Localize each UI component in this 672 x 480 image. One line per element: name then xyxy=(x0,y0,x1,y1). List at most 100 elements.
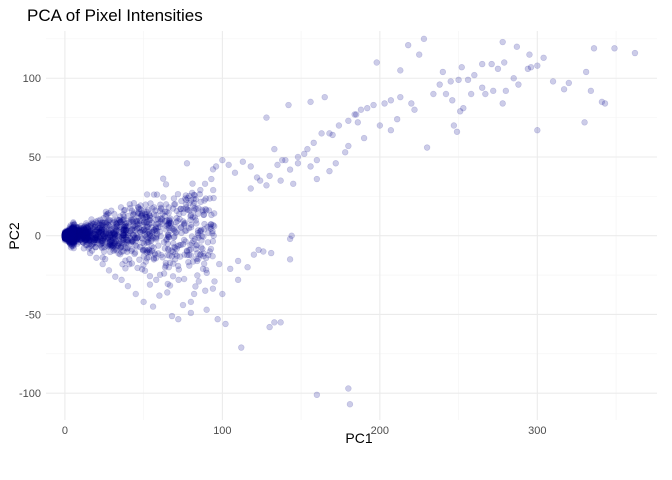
data-point xyxy=(61,231,69,239)
data-point xyxy=(87,221,94,228)
data-point xyxy=(61,232,69,240)
data-point xyxy=(166,282,174,289)
data-point xyxy=(91,236,98,244)
data-point xyxy=(117,243,125,250)
data-point xyxy=(439,68,447,76)
data-point xyxy=(204,223,211,231)
data-point xyxy=(67,230,75,237)
data-point xyxy=(176,210,183,218)
data-point xyxy=(67,231,75,239)
data-point xyxy=(107,242,115,250)
data-point xyxy=(62,230,69,238)
data-point xyxy=(62,228,69,235)
data-point xyxy=(102,212,110,220)
data-point xyxy=(286,256,294,263)
data-point xyxy=(81,232,88,240)
data-point xyxy=(61,231,69,238)
data-point xyxy=(84,227,92,234)
data-point xyxy=(76,227,83,235)
data-point xyxy=(96,221,103,228)
data-point xyxy=(61,234,69,242)
data-point xyxy=(180,220,188,227)
data-point xyxy=(75,232,82,239)
data-point xyxy=(140,240,148,247)
data-point xyxy=(61,232,69,239)
data-point xyxy=(387,127,395,134)
data-point xyxy=(75,230,82,238)
data-point xyxy=(196,228,204,235)
data-point xyxy=(74,232,82,239)
data-point xyxy=(87,231,94,239)
data-point xyxy=(160,194,167,201)
data-point xyxy=(156,223,163,230)
data-point xyxy=(62,231,69,239)
data-point xyxy=(70,230,77,238)
data-point xyxy=(184,251,191,259)
data-point xyxy=(210,194,217,202)
data-point xyxy=(142,246,149,253)
data-point xyxy=(499,100,506,107)
data-point xyxy=(91,234,98,242)
data-point xyxy=(64,231,71,239)
data-point xyxy=(263,114,270,121)
data-point xyxy=(160,239,168,246)
data-point xyxy=(68,232,75,239)
data-point xyxy=(180,275,188,283)
data-point xyxy=(122,257,129,264)
data-point xyxy=(250,251,258,258)
data-point xyxy=(151,204,158,211)
data-point xyxy=(64,230,72,238)
data-point xyxy=(73,229,80,236)
data-point xyxy=(65,231,72,238)
data-point xyxy=(106,217,114,224)
data-point xyxy=(62,232,69,240)
data-point xyxy=(277,177,284,184)
data-point xyxy=(244,264,251,271)
data-point xyxy=(62,233,69,240)
x-tick-label: 100 xyxy=(213,425,231,437)
data-point xyxy=(75,232,82,240)
data-point xyxy=(103,223,111,230)
data-point xyxy=(397,67,404,74)
data-point xyxy=(99,260,106,268)
data-point xyxy=(66,227,74,234)
data-point xyxy=(66,232,73,239)
data-point xyxy=(74,231,82,238)
data-point xyxy=(164,280,171,288)
data-point xyxy=(67,232,75,239)
data-point xyxy=(94,217,102,224)
data-point xyxy=(69,233,76,240)
data-point xyxy=(132,290,139,298)
data-point xyxy=(187,224,195,231)
data-point xyxy=(631,49,639,57)
data-point xyxy=(111,235,118,242)
data-point xyxy=(134,225,141,232)
data-point xyxy=(381,100,388,107)
data-point xyxy=(117,218,124,225)
data-point xyxy=(146,247,153,254)
data-point xyxy=(61,233,69,240)
data-point xyxy=(135,204,142,211)
data-point xyxy=(153,227,161,235)
data-point xyxy=(83,230,90,238)
data-point xyxy=(95,228,103,236)
data-point xyxy=(120,248,127,255)
data-point xyxy=(135,209,142,216)
data-point xyxy=(61,234,69,241)
data-point xyxy=(455,76,462,84)
data-point xyxy=(126,261,133,268)
data-point xyxy=(62,233,69,241)
data-point xyxy=(345,385,352,392)
data-point xyxy=(61,232,69,239)
data-point xyxy=(187,298,195,306)
data-point xyxy=(92,244,99,251)
data-point xyxy=(66,235,73,242)
x-tick-label: 0 xyxy=(62,425,68,437)
data-point xyxy=(202,287,209,294)
data-point xyxy=(188,240,195,247)
data-point xyxy=(313,156,321,164)
data-point xyxy=(67,235,75,243)
data-point xyxy=(82,234,90,241)
data-point xyxy=(207,245,215,253)
data-point xyxy=(165,204,173,211)
